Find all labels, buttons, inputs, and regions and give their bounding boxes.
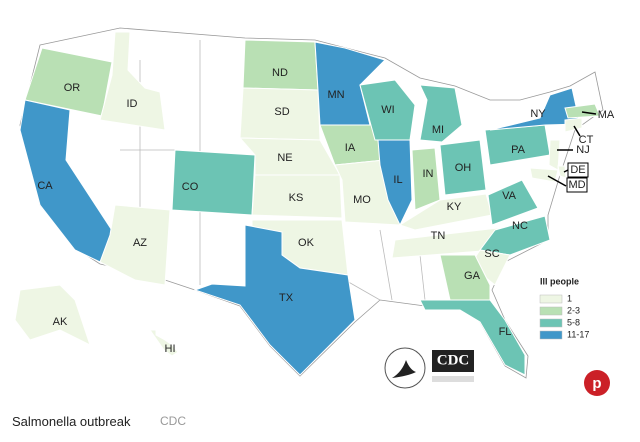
state-label: OH — [455, 162, 472, 174]
state-label: MD — [568, 179, 585, 191]
hhs-logo — [384, 347, 426, 389]
state-label: MN — [327, 89, 344, 101]
state-label: IL — [393, 174, 402, 186]
state — [439, 254, 491, 301]
state — [489, 87, 581, 131]
caption-title: Salmonella outbreak — [12, 414, 131, 429]
legend-swatch — [539, 330, 563, 340]
state-label: KY — [447, 201, 462, 213]
state-label: CO — [182, 181, 199, 193]
states: OR ID CA AZ CO ND SD NE KS OK TX MN IA MO WI IL MI IN OH KY… — [14, 31, 615, 376]
state-label: ID — [127, 98, 138, 110]
legend-label: 11-17 — [567, 329, 589, 339]
state-label: HI — [165, 343, 176, 355]
legend-swatch — [539, 318, 563, 328]
state — [487, 179, 539, 226]
state-label: MA — [598, 109, 615, 121]
state-label: NC — [512, 220, 528, 232]
map: OR ID CA AZ CO ND SD NE KS OK TX MN IA MO WI IL MI IN OH KY… — [14, 27, 615, 396]
legend-label: 2-3 — [567, 305, 580, 315]
state — [439, 139, 487, 196]
leader-line — [563, 169, 569, 173]
state-label: SD — [274, 106, 289, 118]
state — [193, 224, 356, 376]
pinterest-button[interactable]: p — [584, 370, 610, 396]
state-label: PA — [511, 144, 526, 156]
state — [419, 299, 526, 376]
state-label: MI — [432, 124, 444, 136]
state-label: AK — [53, 316, 68, 328]
state-label: VA — [502, 190, 517, 202]
state-label: NJ — [576, 144, 589, 156]
state — [419, 84, 463, 143]
state — [99, 31, 166, 131]
leader-line — [581, 111, 597, 115]
state-label: GA — [464, 270, 481, 282]
state-label: MO — [353, 194, 371, 206]
state-label: OR — [64, 82, 81, 94]
leader-line — [573, 125, 581, 137]
state-label: TX — [279, 292, 294, 304]
legend-swatch — [539, 306, 563, 316]
legend-swatch — [539, 294, 563, 304]
state-label: KS — [289, 192, 304, 204]
state-label: TN — [431, 230, 446, 242]
state-label: NE — [277, 152, 292, 164]
state-label: IA — [345, 142, 356, 154]
legend-label: 5-8 — [567, 317, 580, 327]
state — [479, 215, 551, 256]
state — [557, 165, 567, 179]
state — [564, 117, 583, 133]
state-label: WI — [381, 104, 394, 116]
cdc-logo: CDC — [432, 350, 474, 382]
state — [149, 329, 179, 357]
state-label: OK — [298, 237, 315, 249]
state-label: SC — [484, 248, 499, 260]
legend-title: Ill people — [540, 276, 579, 286]
state-label: AZ — [133, 237, 147, 249]
state — [359, 79, 416, 141]
state-label: CA — [37, 180, 53, 192]
state-label: ND — [272, 67, 288, 79]
caption-credit: CDC — [160, 414, 186, 428]
state-label: CT — [579, 134, 594, 146]
state-label: NY — [530, 108, 546, 120]
state — [99, 204, 171, 286]
svg-text:p: p — [592, 375, 601, 392]
state — [564, 103, 601, 119]
legend: Ill people 1 2-3 5-8 11-17 — [539, 276, 589, 340]
label-box — [567, 162, 589, 178]
state-label: IN — [423, 168, 434, 180]
state-label: DE — [570, 164, 585, 176]
legend-label: 1 — [567, 293, 572, 303]
state — [14, 284, 91, 346]
state — [242, 39, 319, 91]
leader-line — [547, 175, 567, 187]
state-label: FL — [499, 326, 512, 338]
cdc-logo-text: CDC — [437, 352, 470, 368]
label-box — [566, 177, 588, 193]
state — [251, 174, 343, 219]
